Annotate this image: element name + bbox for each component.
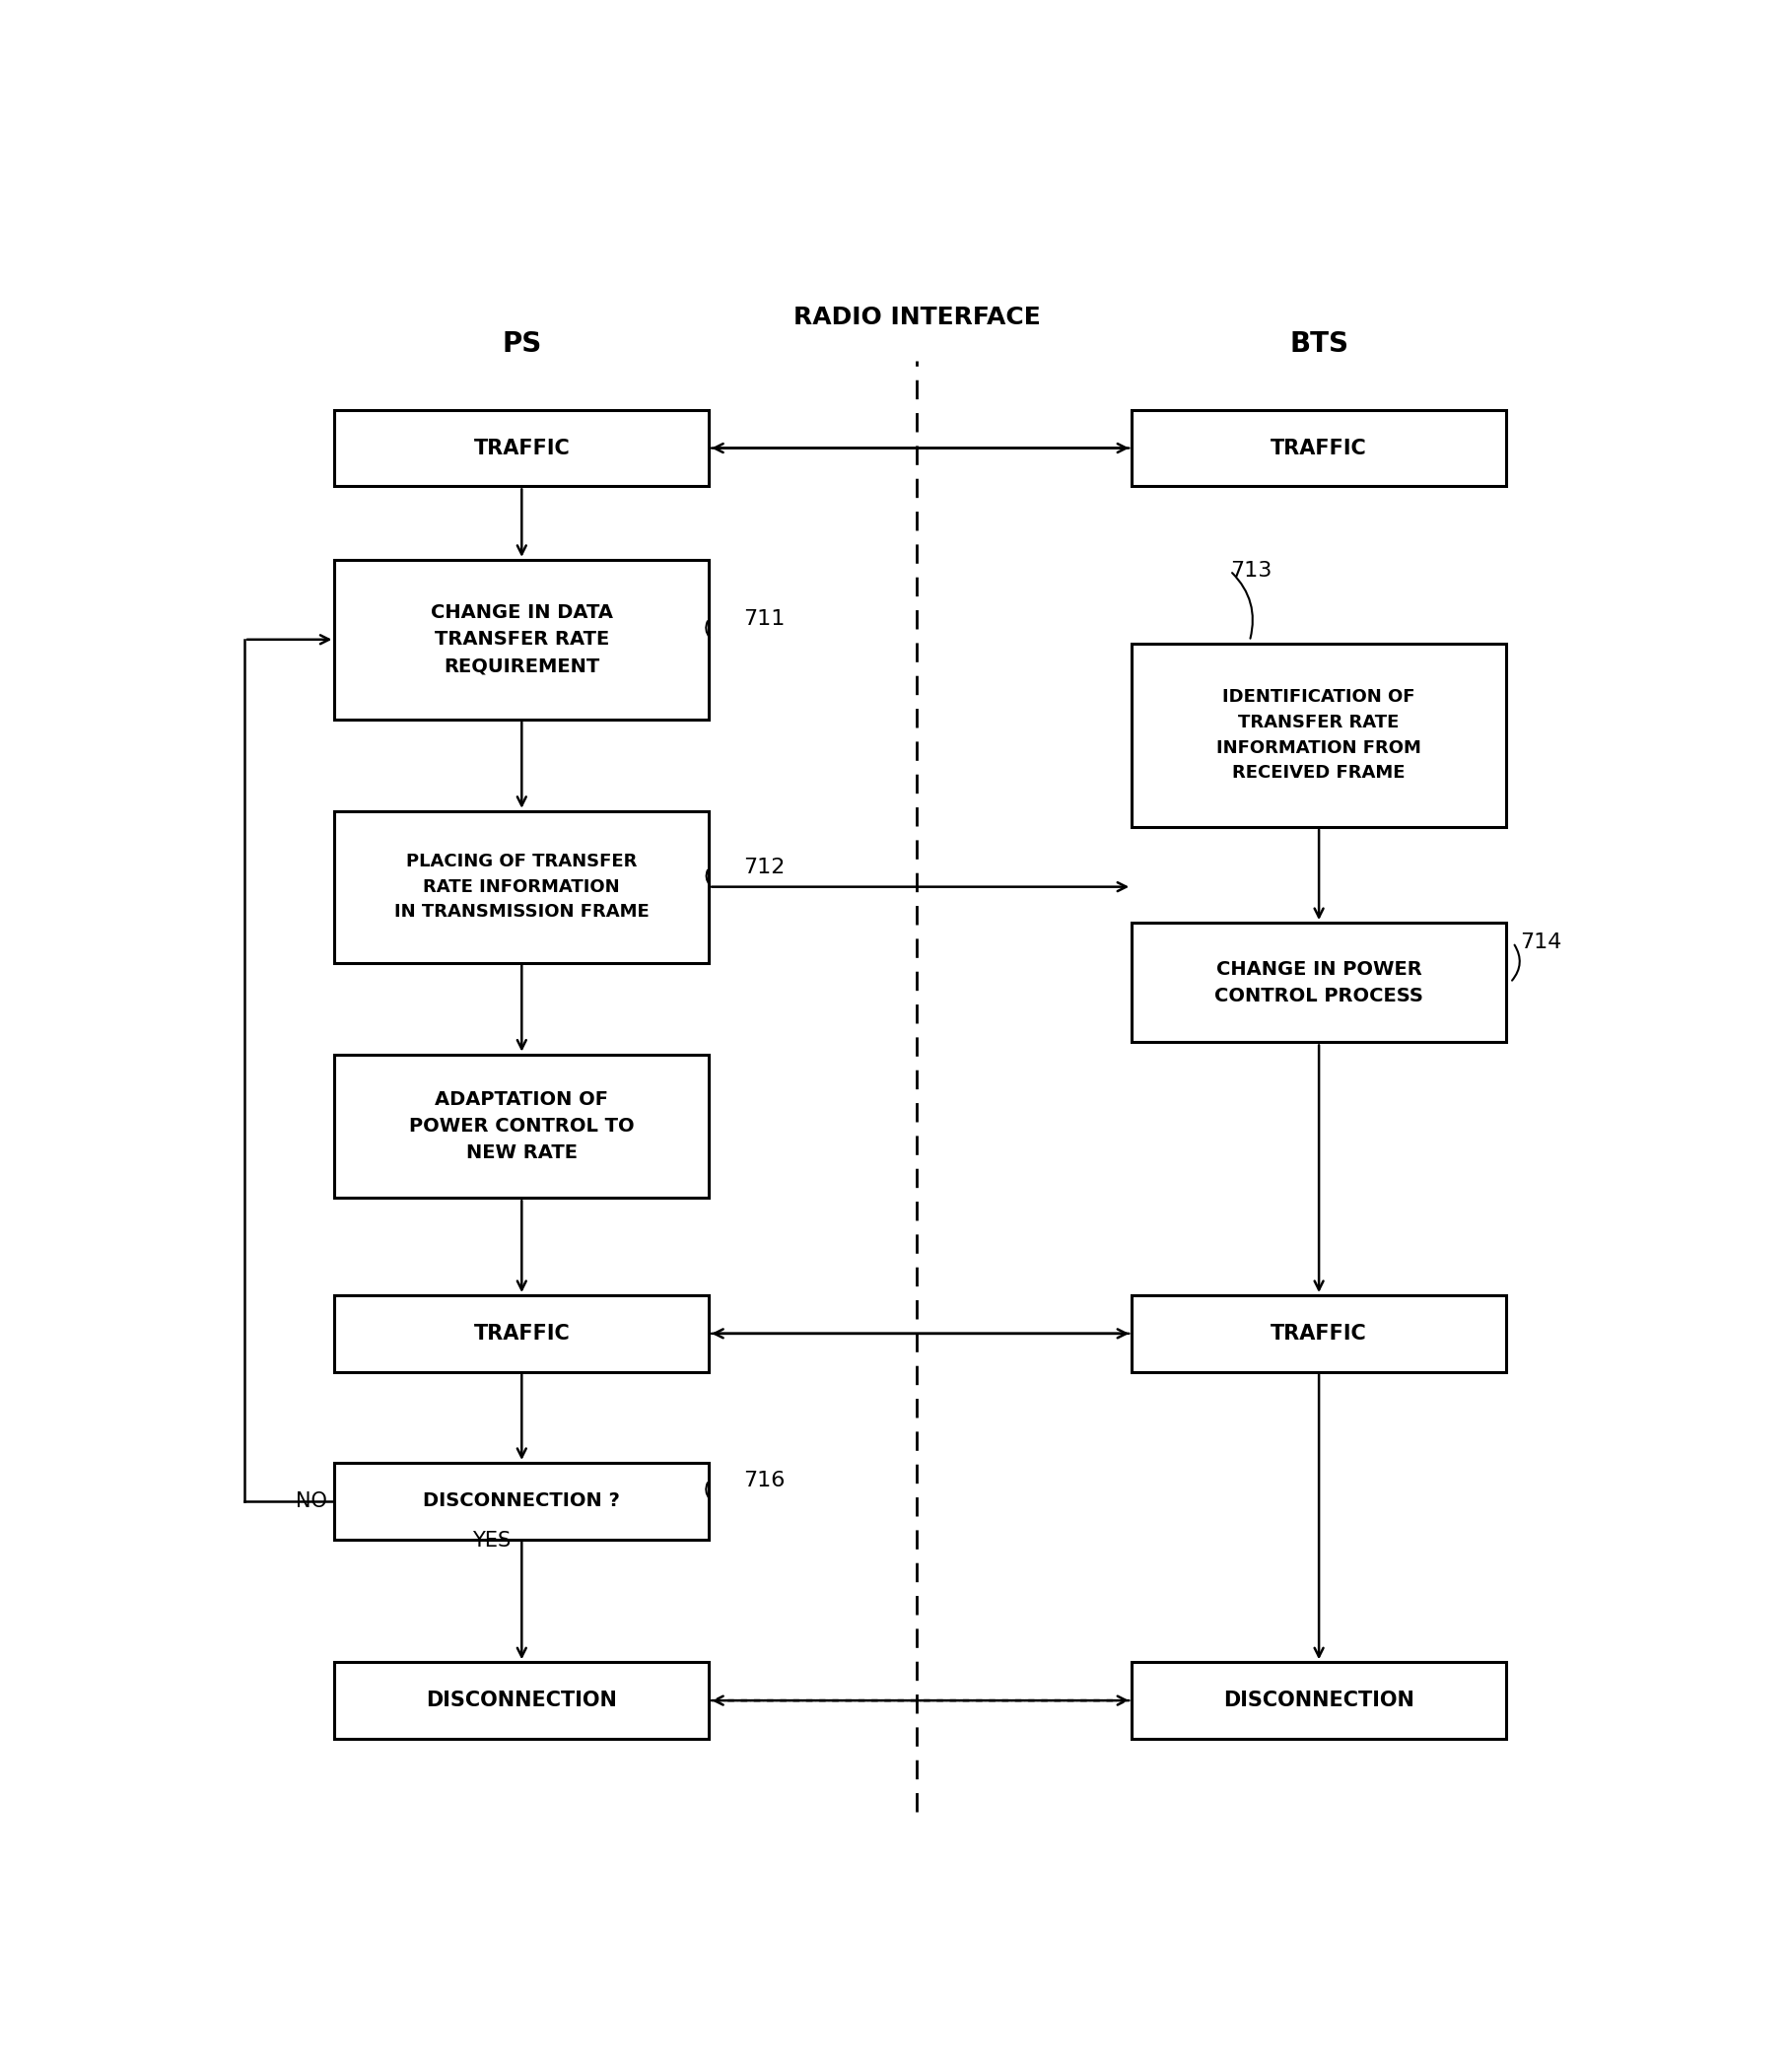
Text: TRAFFIC: TRAFFIC: [1269, 437, 1366, 458]
Bar: [1132, 644, 1505, 827]
Text: DISCONNECTION: DISCONNECTION: [426, 1691, 617, 1709]
Bar: [1132, 1662, 1505, 1738]
Text: IDENTIFICATION OF
TRANSFER RATE
INFORMATION FROM
RECEIVED FRAME: IDENTIFICATION OF TRANSFER RATE INFORMAT…: [1216, 688, 1421, 781]
Bar: [334, 1662, 708, 1738]
Text: TRAFFIC: TRAFFIC: [1269, 1324, 1366, 1343]
Text: PS: PS: [502, 332, 542, 358]
Text: TRAFFIC: TRAFFIC: [474, 437, 570, 458]
Text: 712: 712: [744, 858, 785, 879]
Bar: [334, 410, 708, 487]
Text: ADAPTATION OF
POWER CONTROL TO
NEW RATE: ADAPTATION OF POWER CONTROL TO NEW RATE: [409, 1090, 635, 1162]
Text: TRAFFIC: TRAFFIC: [474, 1324, 570, 1343]
Text: BTS: BTS: [1289, 332, 1348, 358]
Text: DISCONNECTION: DISCONNECTION: [1223, 1691, 1414, 1709]
Text: YES: YES: [472, 1531, 510, 1550]
Text: CHANGE IN POWER
CONTROL PROCESS: CHANGE IN POWER CONTROL PROCESS: [1214, 959, 1423, 1005]
Bar: [334, 1463, 708, 1539]
Text: RADIO INTERFACE: RADIO INTERFACE: [792, 305, 1041, 329]
Text: 716: 716: [744, 1471, 785, 1490]
Text: 711: 711: [744, 609, 785, 628]
Text: DISCONNECTION ?: DISCONNECTION ?: [424, 1492, 620, 1510]
Text: 713: 713: [1230, 562, 1271, 580]
Bar: [334, 559, 708, 719]
Bar: [334, 1055, 708, 1198]
Bar: [1132, 1295, 1505, 1372]
Bar: [1132, 410, 1505, 487]
Text: 714: 714: [1520, 932, 1561, 953]
Text: NO: NO: [295, 1492, 327, 1510]
Text: PLACING OF TRANSFER
RATE INFORMATION
IN TRANSMISSION FRAME: PLACING OF TRANSFER RATE INFORMATION IN …: [393, 852, 649, 922]
Bar: [334, 810, 708, 963]
Text: CHANGE IN DATA
TRANSFER RATE
REQUIREMENT: CHANGE IN DATA TRANSFER RATE REQUIREMENT: [431, 603, 613, 675]
Bar: [1132, 922, 1505, 1042]
Bar: [334, 1295, 708, 1372]
